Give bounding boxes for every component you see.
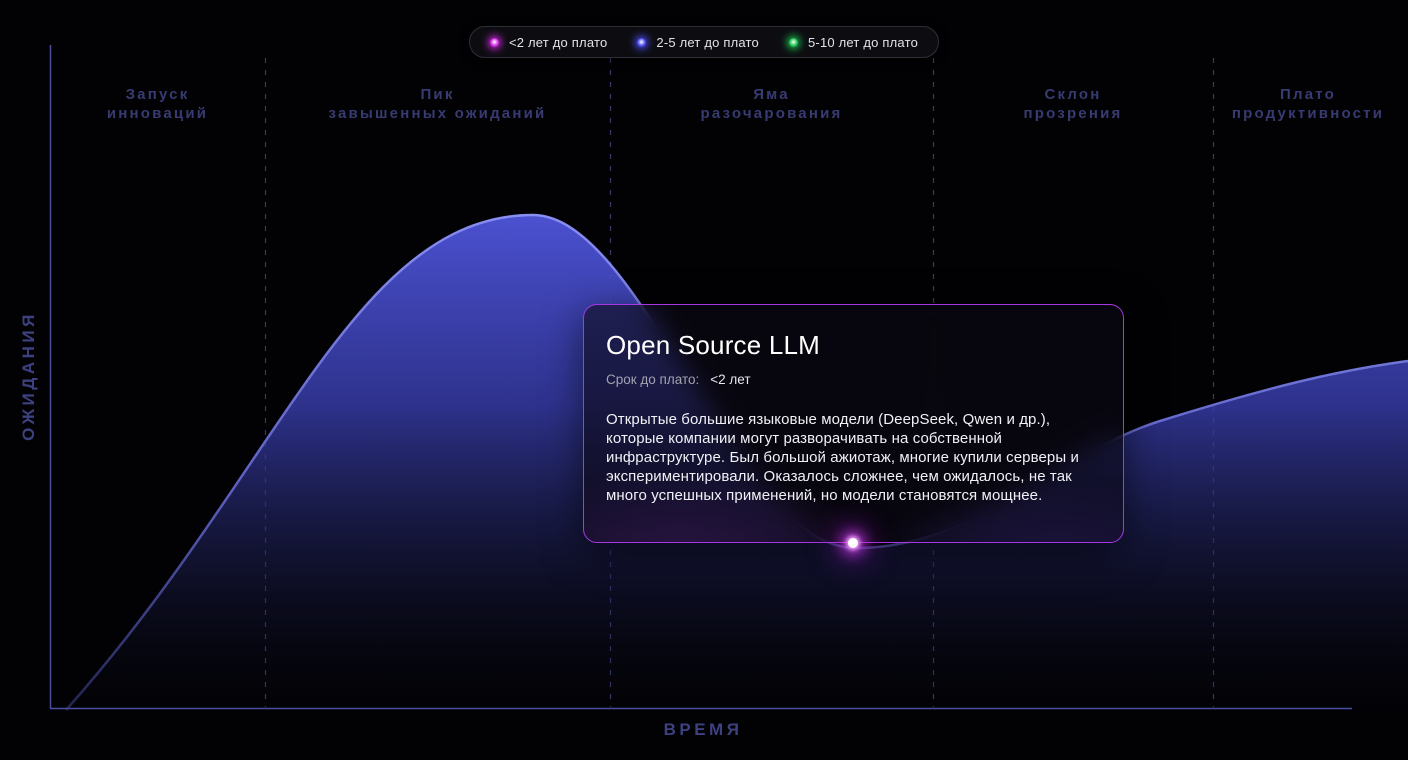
legend-item-label: <2 лет до плато bbox=[508, 34, 608, 50]
data-point-open-source-llm[interactable] bbox=[848, 538, 858, 548]
phase-label-line: инноваций bbox=[106, 105, 209, 122]
phase-label-line: Пик bbox=[420, 86, 455, 103]
phase-label-line: продуктивности bbox=[1231, 105, 1385, 122]
phase-label-line: разочарования bbox=[700, 105, 843, 122]
legend-item-2-5-years[interactable]: 2-5 лет до плато bbox=[637, 35, 759, 50]
y-axis-label: ОЖИДАНИЯ bbox=[19, 311, 38, 441]
x-axis-label: ВРЕМЯ bbox=[663, 720, 743, 739]
phase-label-innovation-trigger: Запуск инноваций bbox=[50, 85, 265, 123]
legend-item-label: 2-5 лет до плато bbox=[656, 34, 759, 50]
phase-label-line: Запуск bbox=[125, 86, 190, 103]
tooltip-title: Open Source LLM bbox=[606, 330, 821, 360]
legend: <2 лет до плато 2-5 лет до плато 5-10 ле… bbox=[468, 26, 940, 58]
tooltip-card: Open Source LLM Срок до плато: <2 лет От… bbox=[583, 304, 1124, 543]
tooltip-description: Открытые большие языковые модели (DeepSe… bbox=[606, 411, 1079, 504]
glow-dot-icon bbox=[637, 37, 647, 47]
tooltip-time-label: Срок до плато: bbox=[606, 372, 700, 387]
phase-label-line: Плато bbox=[1280, 86, 1336, 103]
legend-item-lt2-years[interactable]: <2 лет до плато bbox=[489, 34, 608, 50]
legend-item-5-10-years[interactable]: 5-10 лет до плато bbox=[789, 35, 918, 50]
legend-item-label: 5-10 лет до плато bbox=[808, 34, 919, 50]
phase-label-line: прозрения bbox=[1023, 105, 1123, 122]
phase-label-line: Яма bbox=[753, 86, 790, 103]
phase-label-plateau: Плато продуктивности bbox=[1213, 85, 1403, 123]
phase-label-line: Склон bbox=[1044, 86, 1102, 103]
tooltip-time-row: Срок до плато: <2 лет bbox=[606, 372, 1101, 387]
phase-label-slope: Склон прозрения bbox=[933, 85, 1213, 123]
phase-label-peak: Пик завышенных ожиданий bbox=[265, 85, 610, 123]
glow-dot-icon bbox=[489, 37, 499, 47]
glow-dot-icon bbox=[789, 37, 798, 47]
phase-label-line: завышенных ожиданий bbox=[328, 105, 547, 122]
phase-label-trough: Яма разочарования bbox=[610, 85, 933, 123]
tooltip-time-value: <2 лет bbox=[710, 372, 751, 387]
